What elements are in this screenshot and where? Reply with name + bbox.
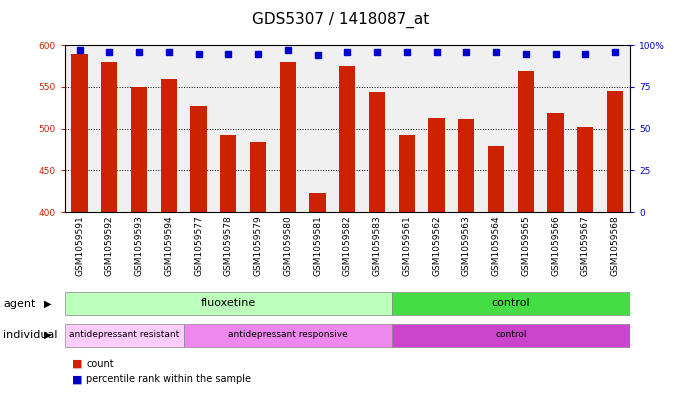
Text: ■: ■ [72, 374, 82, 384]
Bar [65, 323, 184, 347]
Text: ▶: ▶ [44, 330, 52, 340]
Bar [548, 113, 564, 212]
Text: agent: agent [3, 299, 36, 309]
Text: ■: ■ [72, 358, 82, 369]
Bar [184, 323, 392, 347]
Bar [369, 92, 385, 212]
Bar [65, 292, 392, 315]
Bar [250, 142, 266, 212]
Bar [392, 323, 630, 347]
Bar [458, 119, 475, 212]
Bar [339, 66, 355, 212]
Bar [101, 62, 118, 212]
Bar [161, 79, 177, 212]
Bar [191, 106, 207, 212]
Bar [280, 62, 296, 212]
Bar [518, 71, 534, 212]
Bar [607, 91, 623, 212]
Text: antidepressant resistant: antidepressant resistant [69, 330, 179, 339]
Bar [428, 118, 445, 212]
Bar [398, 134, 415, 212]
Text: antidepressant responsive: antidepressant responsive [228, 330, 348, 339]
Text: count: count [86, 358, 114, 369]
Text: individual: individual [3, 330, 58, 340]
Bar [577, 127, 593, 212]
Bar [392, 292, 630, 315]
Text: fluoxetine: fluoxetine [201, 298, 256, 308]
Bar [220, 135, 236, 212]
Bar [72, 53, 88, 212]
Bar [309, 193, 326, 212]
Text: control: control [495, 330, 526, 339]
Text: GDS5307 / 1418087_at: GDS5307 / 1418087_at [252, 12, 429, 28]
Text: percentile rank within the sample: percentile rank within the sample [86, 374, 251, 384]
Bar [131, 87, 147, 212]
Text: ▶: ▶ [44, 299, 52, 309]
Bar [488, 146, 504, 212]
Text: control: control [492, 298, 530, 308]
